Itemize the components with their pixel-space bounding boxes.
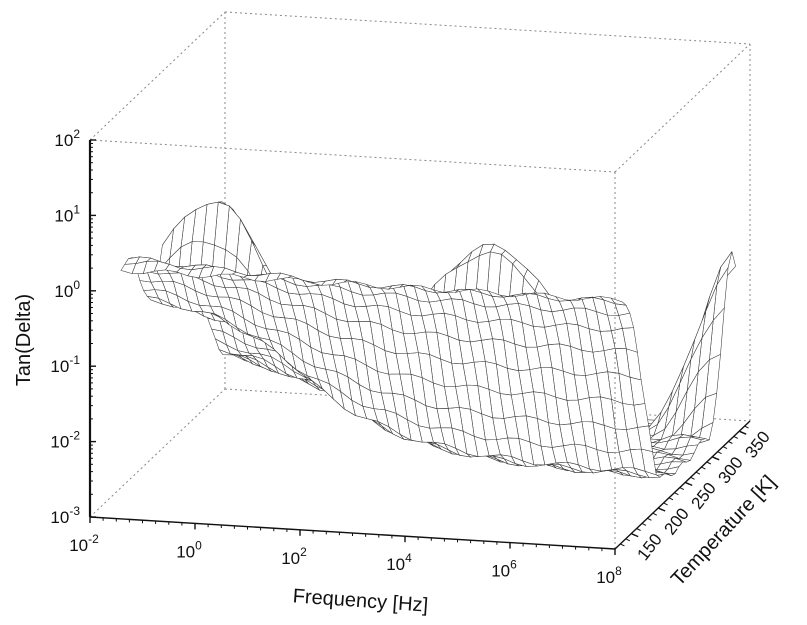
x-tick-label-exponent: 2 xyxy=(300,545,307,559)
x-tick-label-exponent: 8 xyxy=(615,564,622,578)
x-tick-label-base: 10 xyxy=(596,568,615,587)
y-minor-tick xyxy=(744,425,749,429)
x-tick-label-base: 10 xyxy=(386,555,405,574)
tan-delta-surface xyxy=(120,201,736,479)
z-tick-label: 101 xyxy=(54,202,80,225)
surface-cell xyxy=(120,263,137,274)
x-tick-label: 100 xyxy=(176,538,202,561)
x-axis-title: Frequency [Hz] xyxy=(292,585,429,616)
y-minor-tick xyxy=(620,543,625,547)
y-minor-tick xyxy=(711,456,717,460)
z-tick-label: 10-1 xyxy=(50,353,80,376)
y-minor-tick xyxy=(690,476,695,480)
axes: 10210110010-110-210-310-2100102104106108… xyxy=(50,127,773,587)
x-tick-label-base: 10 xyxy=(69,536,88,555)
y-minor-tick xyxy=(695,471,701,475)
y-minor-tick xyxy=(701,466,706,470)
y-tick-label: 350 xyxy=(741,428,773,462)
x-tick-label: 104 xyxy=(386,551,412,574)
y-minor-tick xyxy=(733,435,739,439)
y-tick-label: 250 xyxy=(687,479,719,513)
z-tick-label: 102 xyxy=(54,127,80,150)
y-minor-tick xyxy=(679,487,685,491)
z-tick-label: 10-3 xyxy=(50,504,80,527)
y-minor-tick xyxy=(652,512,658,516)
wireframe-box-back xyxy=(89,11,751,518)
z-tick-label-exponent: 1 xyxy=(73,202,80,216)
x-tick-label-base: 10 xyxy=(491,562,510,581)
z-tick-label-exponent: 0 xyxy=(73,278,80,292)
z-tick-label-base: 10 xyxy=(50,357,69,376)
y-minor-tick xyxy=(641,522,647,526)
z-tick-label: 100 xyxy=(54,278,80,301)
box-edge xyxy=(224,11,751,45)
x-tick-label: 106 xyxy=(491,558,517,581)
z-axis-title: Tan(Delta) xyxy=(13,294,35,386)
y-minor-tick xyxy=(647,517,652,521)
z-tick-label-base: 10 xyxy=(50,433,69,452)
box-edge xyxy=(614,43,751,173)
x-tick-label-base: 10 xyxy=(176,542,195,561)
z-tick-label-exponent: -3 xyxy=(69,504,80,518)
y-minor-tick xyxy=(738,430,744,434)
y-tick-label: 150 xyxy=(633,530,665,564)
y-minor-tick xyxy=(722,446,728,450)
y-axis-line xyxy=(614,420,751,550)
x-tick-label: 10-2 xyxy=(69,532,99,555)
z-tick-label-exponent: -1 xyxy=(69,353,80,367)
z-tick-label: 10-2 xyxy=(50,429,80,452)
z-tick-label-base: 10 xyxy=(54,282,73,301)
y-minor-tick xyxy=(668,497,674,501)
z-tick-label-base: 10 xyxy=(54,206,73,225)
box-edge xyxy=(89,11,226,141)
box-edge xyxy=(89,388,226,518)
y-minor-tick xyxy=(717,451,722,455)
z-tick-label-exponent: 2 xyxy=(73,127,80,141)
x-tick-label-exponent: 0 xyxy=(195,538,202,552)
z-tick-label-base: 10 xyxy=(54,131,73,150)
y-minor-tick xyxy=(663,502,668,506)
y-minor-tick xyxy=(674,492,679,496)
y-tick-label: 200 xyxy=(660,504,692,538)
y-minor-tick xyxy=(728,441,733,444)
z-tick-label-base: 10 xyxy=(50,508,69,527)
y-tick-label: 300 xyxy=(714,453,746,487)
y-minor-tick xyxy=(636,528,641,531)
x-tick-label: 108 xyxy=(596,564,622,587)
x-tick-label-base: 10 xyxy=(281,549,300,568)
z-tick-label-exponent: -2 xyxy=(69,429,80,443)
x-tick-label-exponent: -2 xyxy=(88,532,99,546)
y-minor-tick xyxy=(657,507,663,511)
x-tick-label: 102 xyxy=(281,545,307,568)
y-minor-tick xyxy=(625,538,631,542)
y-minor-tick xyxy=(630,533,636,537)
y-minor-tick xyxy=(706,461,712,465)
y-minor-tick xyxy=(684,481,690,485)
box-edge xyxy=(89,139,616,173)
y-axis-title: Temperature [K] xyxy=(667,471,780,590)
x-tick-label-exponent: 4 xyxy=(405,551,412,565)
x-tick-label-exponent: 6 xyxy=(510,558,517,572)
